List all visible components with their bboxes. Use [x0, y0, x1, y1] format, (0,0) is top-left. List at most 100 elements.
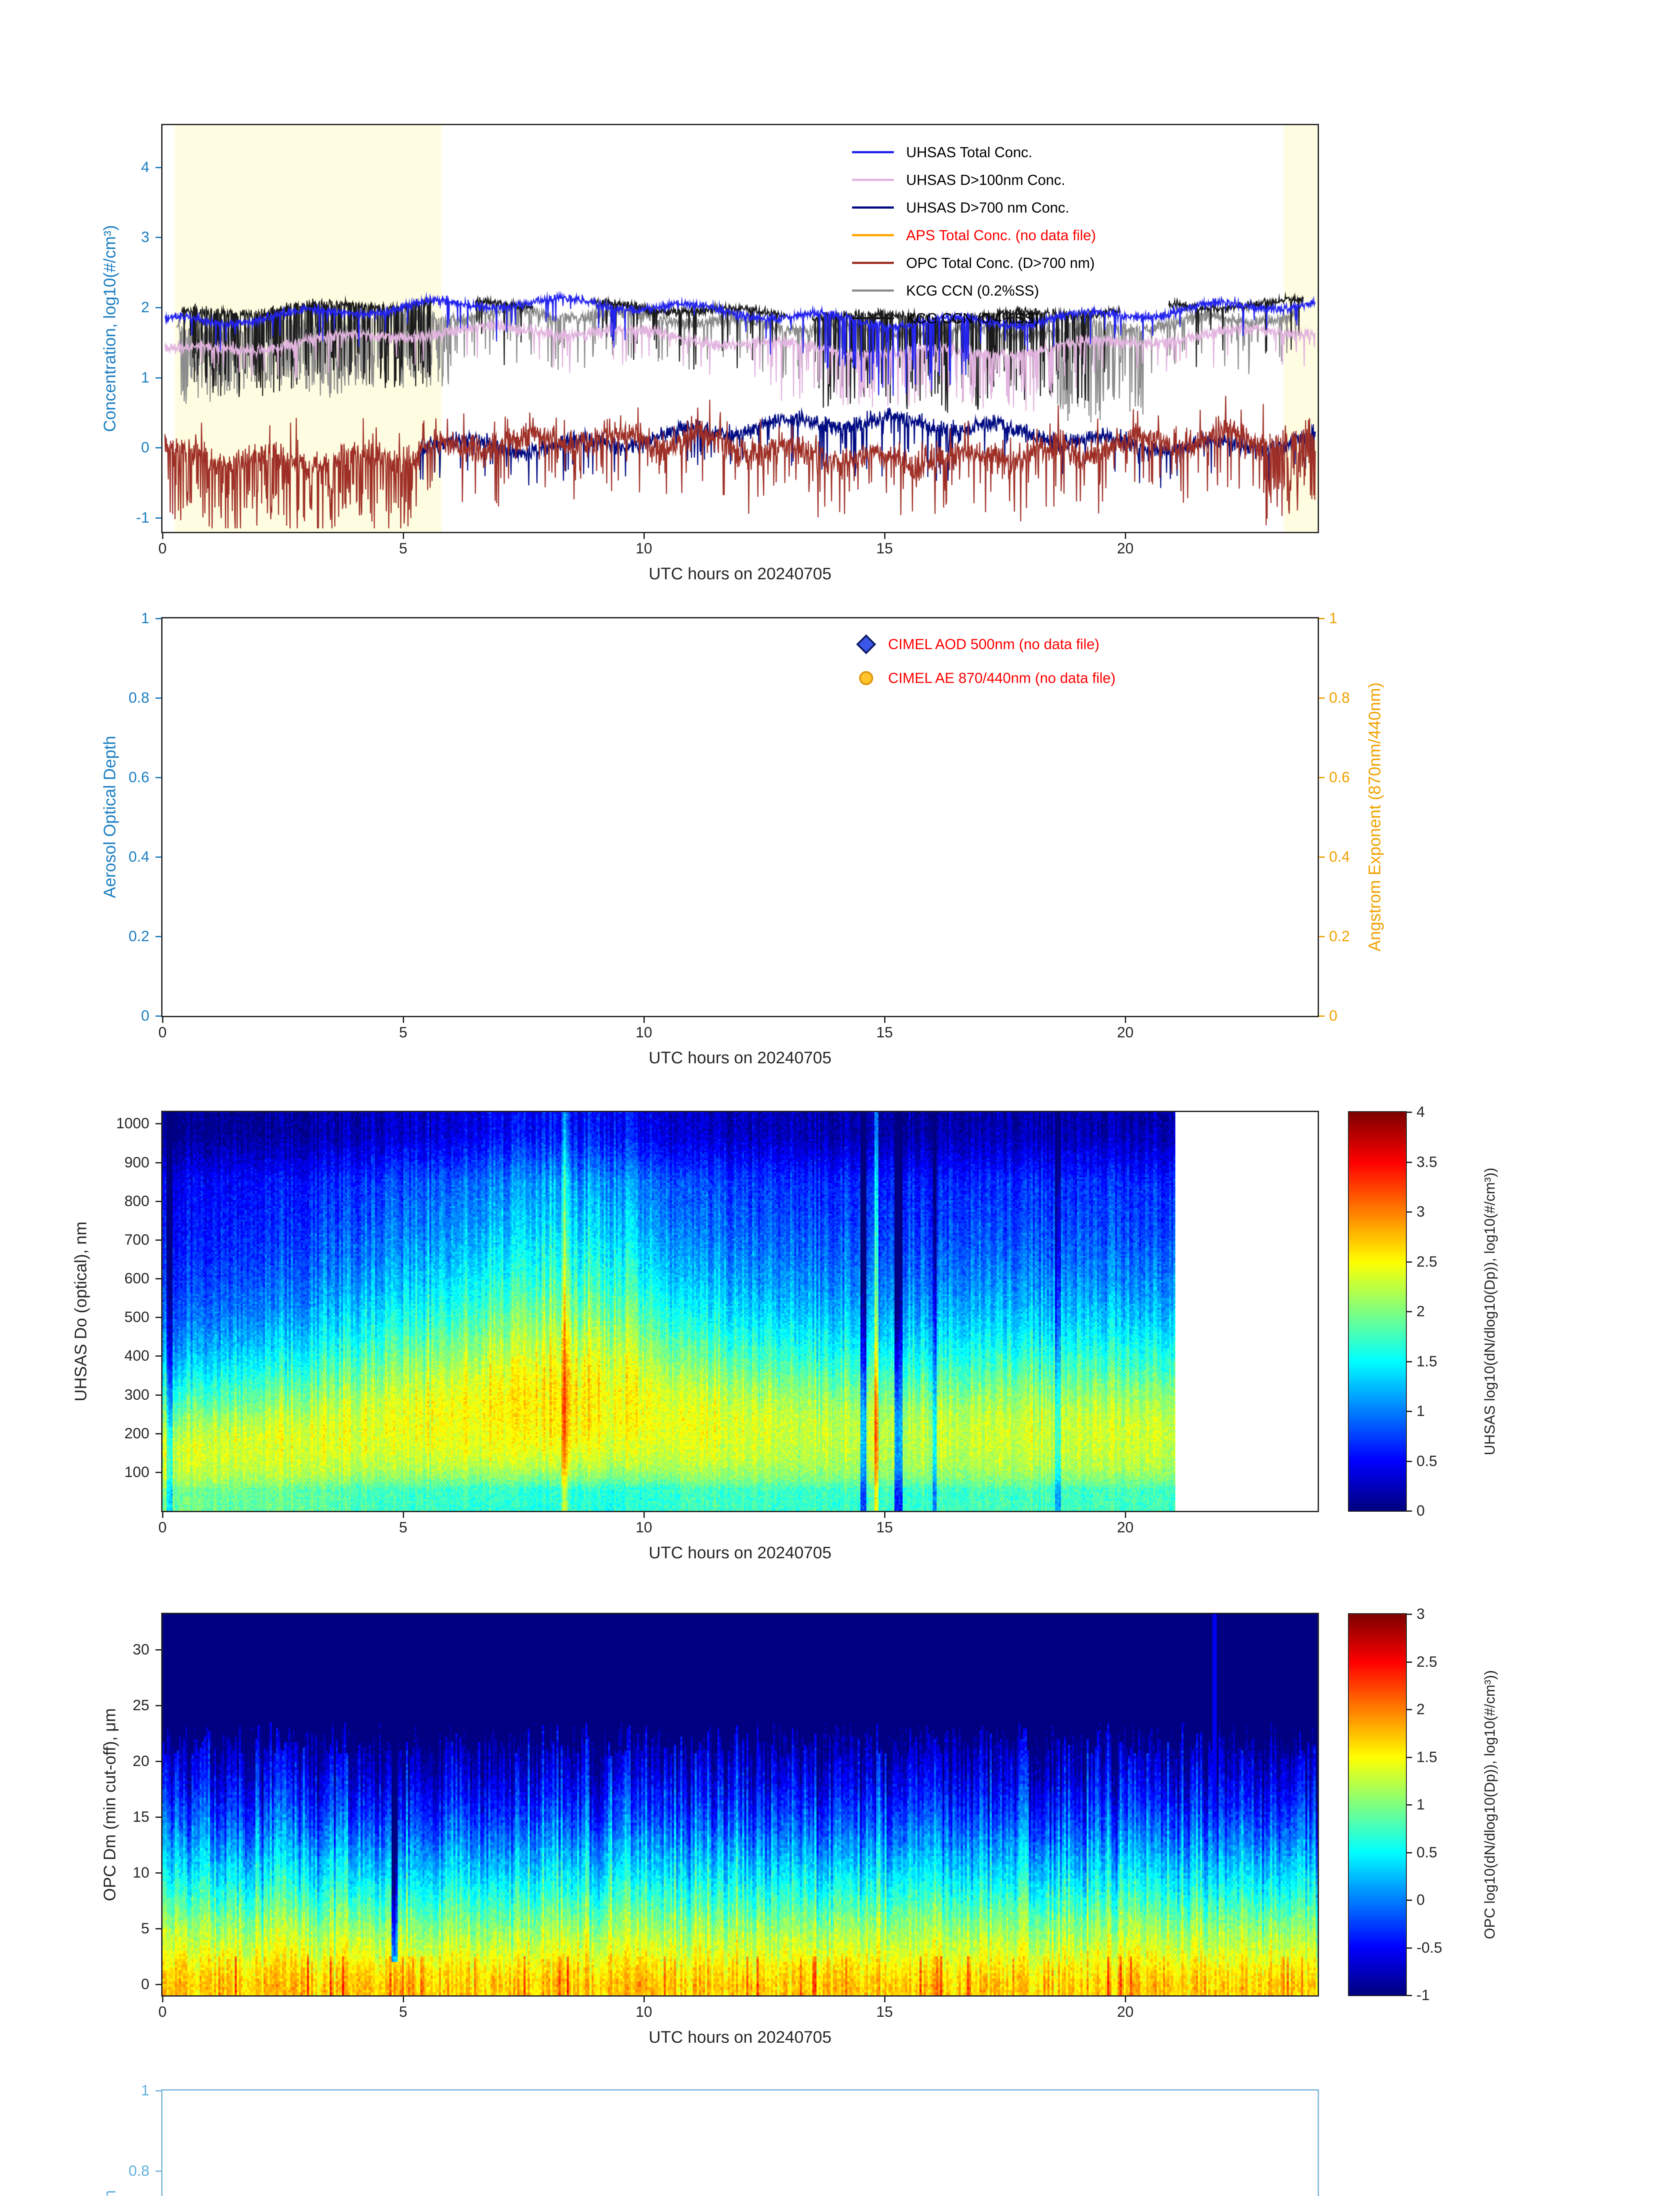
- y-tick-mark: [155, 167, 163, 168]
- y-tick-label: 20: [133, 1753, 149, 1770]
- legend-line-swatch: [852, 262, 894, 264]
- legend-line-swatch: [852, 151, 894, 153]
- colorbar-tick-label: 2.5: [1416, 1654, 1438, 1670]
- colorbar-tick-label: 3: [1416, 1203, 1425, 1220]
- colorbar-tick-label: 0: [1416, 1503, 1425, 1519]
- colorbar-tick-mark: [1406, 1614, 1412, 1615]
- colorbar-tick-mark: [1406, 1361, 1412, 1362]
- x-tick-label: 5: [399, 2004, 408, 2020]
- y-tick-mark: [155, 856, 163, 858]
- y-tick-mark: [155, 237, 163, 238]
- colorbar-tick-mark: [1406, 1112, 1412, 1113]
- colorbar-tick-label: 0.5: [1416, 1453, 1438, 1470]
- colorbar-tick-mark: [1406, 1852, 1412, 1853]
- x-tick-mark: [403, 532, 404, 539]
- legend-line-swatch: [852, 206, 894, 209]
- y-tick-mark: [155, 377, 163, 379]
- x-tick-mark: [1125, 1995, 1126, 2002]
- x-axis-label-panel4: UTC hours on 20240705: [648, 2028, 832, 2047]
- y-tick-label: 1000: [116, 1115, 149, 1132]
- y-tick-mark: [155, 2171, 163, 2172]
- colorbar-tick-mark: [1406, 1162, 1412, 1163]
- colorbar: [1349, 1112, 1406, 1511]
- y-axis-label-aod: Aerosol Optical Depth: [101, 736, 119, 898]
- colorbar-tick-label: 2: [1416, 1303, 1425, 1320]
- y-tick-mark: [155, 697, 163, 699]
- x-tick-label: 5: [399, 1024, 408, 1041]
- x-tick-label: 15: [876, 2004, 893, 2020]
- x-tick-label: 20: [1117, 1519, 1134, 1536]
- y-tick-mark: [155, 936, 163, 937]
- x-tick-mark: [643, 532, 645, 539]
- y-tick-mark: [1318, 618, 1325, 619]
- colorbar-tick-mark: [1406, 1947, 1412, 1949]
- colorbar-tick-mark: [1406, 1411, 1412, 1412]
- colorbar-tick-mark: [1406, 1757, 1412, 1758]
- colorbar-tick-mark: [1406, 1995, 1412, 1996]
- diamond-marker-icon: [856, 634, 876, 654]
- plot-area: [163, 618, 1318, 1016]
- y-axis-label-angstrom: Angstrom Exponent (870nm/440nm): [1366, 682, 1384, 952]
- y-tick-mark: [155, 1278, 163, 1279]
- x-tick-label: 10: [636, 2004, 652, 2020]
- y-tick-label: 200: [124, 1425, 149, 1442]
- x-tick-label: 15: [876, 540, 893, 557]
- y-tick-mark: [1318, 697, 1325, 699]
- legend-line-swatch: [852, 289, 894, 292]
- y-tick-mark: [155, 1394, 163, 1396]
- x-tick-label: 5: [399, 540, 408, 557]
- legend-line-swatch: [852, 317, 894, 319]
- y-tick-label: 1: [141, 610, 149, 627]
- x-tick-mark: [162, 1016, 163, 1023]
- colorbar-tick-label: 2.5: [1416, 1253, 1438, 1270]
- colorbar-tick-label: 0.5: [1416, 1844, 1438, 1861]
- y-tick-label: 0.2: [128, 928, 149, 945]
- legend-label: UHSAS Total Conc.: [906, 144, 1033, 160]
- x-tick-label: 10: [636, 540, 652, 557]
- x-axis-label-panel2: UTC hours on 20240705: [648, 1049, 832, 1067]
- y-tick-label: 0: [141, 1008, 149, 1024]
- y-tick-label: 0.8: [128, 690, 149, 706]
- y-tick-mark: [1318, 777, 1325, 778]
- legend-marker-wrap: [856, 671, 876, 685]
- y-tick-mark: [155, 1817, 163, 1818]
- legend-label: KCG CCN (0.2%SS): [906, 282, 1039, 299]
- y-tick-mark: [155, 517, 163, 519]
- y-tick-label: 0.8: [128, 2163, 149, 2179]
- y-tick-mark: [155, 447, 163, 448]
- colorbar-tick-label: -1: [1416, 1987, 1430, 2004]
- legend-label: CIMEL AE 870/440nm (no data file): [888, 669, 1116, 686]
- x-tick-mark: [643, 1016, 645, 1023]
- x-tick-mark: [884, 1016, 885, 1023]
- y-tick-label: 0.2: [1329, 928, 1350, 945]
- y-tick-label: 0.4: [128, 849, 149, 865]
- y-tick-mark: [155, 2090, 163, 2091]
- colorbar-tick-label: 4: [1416, 1104, 1425, 1120]
- x-tick-mark: [884, 532, 885, 539]
- x-tick-mark: [162, 532, 163, 539]
- x-tick-mark: [1125, 1511, 1126, 1518]
- colorbar-tick-mark: [1406, 1900, 1412, 1901]
- legend-label: CIMEL AOD 500nm (no data file): [888, 636, 1100, 652]
- y-tick-mark: [155, 1162, 163, 1163]
- y-tick-label: 15: [133, 1809, 149, 1825]
- y-tick-label: 300: [124, 1387, 149, 1403]
- colorbar-tick-label: 0: [1416, 1892, 1425, 1908]
- y-tick-label: 0: [1329, 1008, 1337, 1024]
- x-tick-mark: [884, 1995, 885, 2002]
- y-tick-mark: [155, 618, 163, 619]
- timeseries-canvas: [163, 125, 1318, 532]
- y-tick-mark: [155, 1239, 163, 1241]
- y-tick-mark: [155, 1355, 163, 1357]
- y-tick-label: 100: [124, 1464, 149, 1481]
- y-tick-label: 2: [141, 299, 149, 316]
- x-axis-label-panel3: UTC hours on 20240705: [648, 1544, 832, 1562]
- y-tick-mark: [1318, 1015, 1325, 1017]
- colorbar-tick-mark: [1406, 1311, 1412, 1312]
- x-tick-mark: [1125, 532, 1126, 539]
- plot-area: [163, 2091, 1318, 2196]
- x-axis-label-panel1: UTC hours on 20240705: [648, 565, 832, 583]
- y-axis-label-concentration: Concentration, log10(#/cm³): [101, 225, 119, 432]
- y-tick-mark: [1318, 856, 1325, 858]
